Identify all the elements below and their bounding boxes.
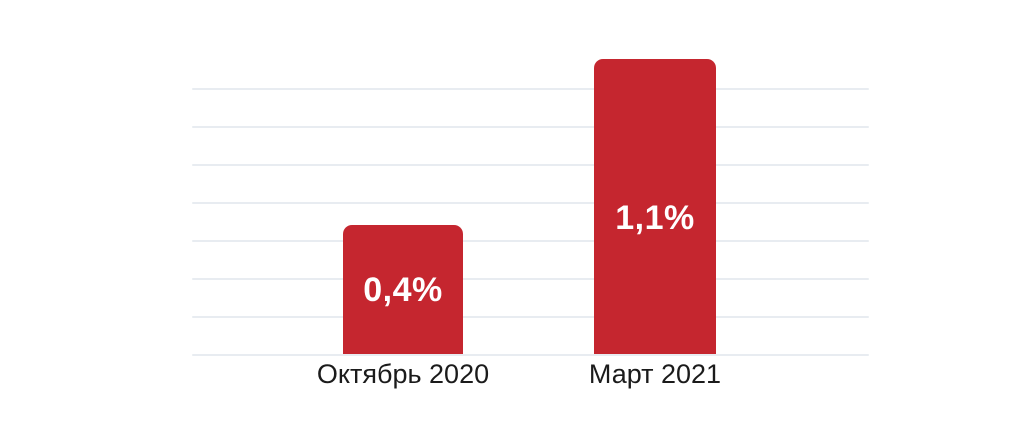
gridline — [192, 278, 869, 280]
gridline — [192, 240, 869, 242]
gridline — [192, 88, 869, 90]
bar-value-label-march-2021: 1,1% — [615, 199, 695, 237]
bar-value-label-october-2020: 0,4% — [363, 270, 443, 309]
x-axis-label-march-2021: Март 2021 — [588, 359, 722, 389]
bar-october-2020: 0,4% — [343, 225, 463, 354]
x-axis-baseline — [192, 354, 869, 356]
gridline — [192, 316, 869, 318]
gridline — [192, 126, 869, 128]
bar-march-2021: 1,1% — [594, 59, 716, 354]
gridline — [192, 202, 869, 204]
gridline — [192, 164, 869, 166]
x-axis-label-october-2020: Октябрь 2020 — [316, 359, 490, 389]
